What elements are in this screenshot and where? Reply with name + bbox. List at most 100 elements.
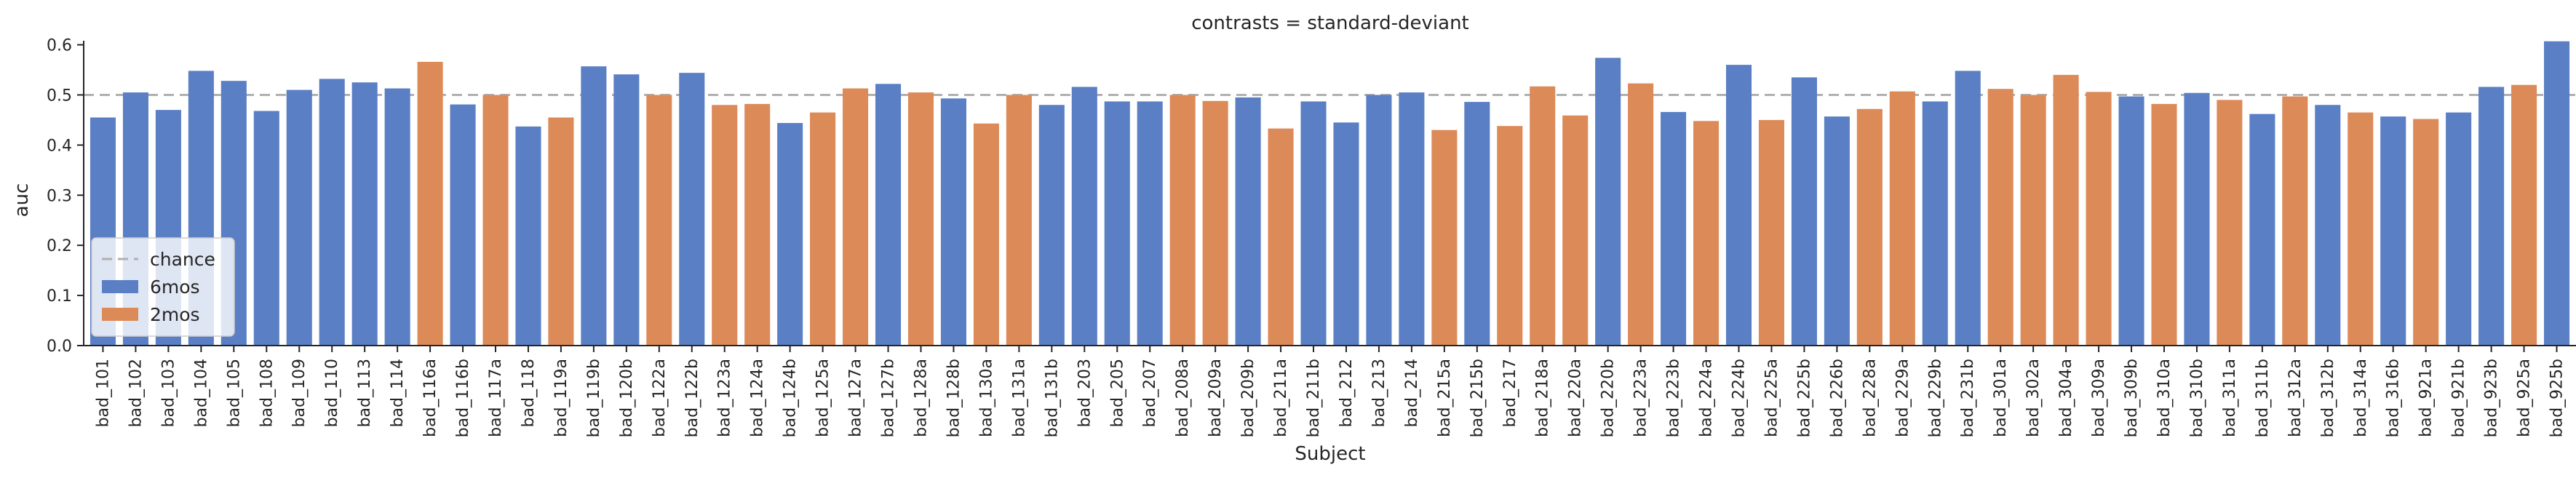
bar-bad_117a xyxy=(482,95,509,346)
y-tick-label: 0.2 xyxy=(47,237,72,255)
x-tick-label: bad_101 xyxy=(94,359,112,427)
x-tick-label: bad_301a xyxy=(1992,359,2010,437)
x-tick-label: bad_229b xyxy=(1926,359,1944,437)
bar-bad_122b xyxy=(679,73,705,346)
bar-bad_131a xyxy=(1006,95,1032,346)
x-tick-label: bad_224b xyxy=(1730,359,1749,437)
x-tick-label: bad_124a xyxy=(749,359,767,437)
bar-bad_217 xyxy=(1497,126,1523,346)
bar-bad_214 xyxy=(1399,92,1425,346)
bar-bad_220b xyxy=(1595,57,1621,346)
x-tick-label: bad_122a xyxy=(651,359,669,437)
x-tick-label: bad_104 xyxy=(192,359,210,427)
x-tick-label: bad_127a xyxy=(847,359,865,437)
bar-bad_116b xyxy=(450,104,476,346)
x-tick-label: bad_103 xyxy=(159,359,178,427)
bar-bad_116a xyxy=(417,61,443,346)
x-tick-label: bad_231b xyxy=(1959,359,1977,437)
x-tick-label: bad_117a xyxy=(487,359,505,437)
bar-bad_312a xyxy=(2282,96,2308,346)
bar-bad_114 xyxy=(384,88,410,346)
y-tick-label: 0.3 xyxy=(47,187,72,205)
x-tick-label: bad_128b xyxy=(945,359,963,437)
x-tick-label: bad_212 xyxy=(1337,359,1356,427)
bar-bad_223b xyxy=(1661,111,1687,346)
x-tick-label: bad_304a xyxy=(2057,359,2075,437)
x-tick-label: bad_311b xyxy=(2254,359,2272,437)
bar-bad_223a xyxy=(1628,83,1654,346)
x-tick-label: bad_131a xyxy=(1010,359,1028,437)
bar-bad_312b xyxy=(2315,105,2341,346)
x-tick-label: bad_131b xyxy=(1043,359,1061,437)
x-tick-label: bad_209b xyxy=(1239,359,1257,437)
x-tick-label: bad_209a xyxy=(1206,359,1225,437)
legend-label-2mos: 2mos xyxy=(150,304,200,325)
y-tick-label: 0.1 xyxy=(47,287,72,306)
bar-bad_122a xyxy=(646,95,672,346)
x-tick-label: bad_310a xyxy=(2155,359,2174,437)
bar-bad_921a xyxy=(2413,119,2439,346)
x-tick-label: bad_119a xyxy=(552,359,571,437)
bar-bad_921b xyxy=(2446,112,2472,346)
bar-bad_211b xyxy=(1300,101,1327,346)
x-tick-label: bad_215a xyxy=(1436,359,1454,437)
x-tick-label: bad_114 xyxy=(389,359,407,427)
bar-bad_203 xyxy=(1071,87,1097,346)
x-tick-label: bad_217 xyxy=(1501,359,1519,427)
bar-bad_310a xyxy=(2151,103,2177,346)
bar-bad_213 xyxy=(1366,95,1392,346)
x-tick-label: bad_223b xyxy=(1665,359,1683,437)
x-tick-label: bad_125a xyxy=(814,359,832,437)
bar-bad_119b xyxy=(581,66,607,346)
bar-bad_215a xyxy=(1431,130,1458,346)
legend-swatch-6mos xyxy=(102,280,138,293)
x-tick-label: bad_120b xyxy=(618,359,636,437)
bar-bad_113 xyxy=(351,82,378,346)
bar-bad_127a xyxy=(843,88,869,346)
y-ticks: 0.0 0.1 0.2 0.3 0.4 0.5 0.6 xyxy=(47,37,84,356)
x-tick-label: bad_124b xyxy=(782,359,800,437)
bar-bad_109 xyxy=(286,89,312,346)
x-tick-label: bad_310b xyxy=(2188,359,2206,437)
bar-bad_118 xyxy=(515,126,541,346)
bar-bad_302a xyxy=(2020,95,2046,346)
x-tick-label: bad_108 xyxy=(258,359,276,427)
x-tick-label: bad_128a xyxy=(912,359,930,437)
bar-bad_130a xyxy=(973,123,999,346)
x-tick-label: bad_218a xyxy=(1534,359,1552,437)
x-tick-label: bad_110 xyxy=(323,359,341,427)
x-tick-label: bad_208a xyxy=(1174,359,1192,437)
x-tick-label: bad_312a xyxy=(2286,359,2305,437)
bar-bad_309b xyxy=(2118,96,2144,346)
x-tick-label: bad_214 xyxy=(1403,359,1421,427)
x-tick-label: bad_225a xyxy=(1762,359,1781,437)
bar-bad_212 xyxy=(1333,122,1359,346)
x-tick-label: bad_123a xyxy=(716,359,734,437)
legend-swatch-2mos xyxy=(102,308,138,321)
legend-label-chance: chance xyxy=(150,249,215,270)
x-tick-label: bad_118 xyxy=(520,359,538,427)
bar-bad_123a xyxy=(712,105,738,346)
y-tick-label: 0.0 xyxy=(47,338,72,356)
bar-bad_304a xyxy=(2053,74,2079,346)
x-tick-label: bad_105 xyxy=(225,359,243,427)
x-tick-label: bad_207 xyxy=(1141,359,1159,427)
bar-bad_220a xyxy=(1562,115,1589,346)
bar-bad_128b xyxy=(940,98,966,346)
x-tick-label: bad_921a xyxy=(2417,359,2436,437)
x-tick-label: bad_205 xyxy=(1108,359,1126,427)
bar-bad_310b xyxy=(2184,92,2210,346)
x-tick-label: bad_312b xyxy=(2319,359,2337,437)
x-tick-label: bad_224a xyxy=(1698,359,1716,437)
x-tick-label: bad_215b xyxy=(1468,359,1487,437)
bar-bad_127b xyxy=(875,84,902,346)
x-tick-label: bad_229a xyxy=(1893,359,1912,437)
x-tick-label: bad_211b xyxy=(1305,359,1323,437)
bar-bad_923b xyxy=(2478,87,2505,346)
bar-bad_125a xyxy=(810,112,836,346)
y-tick-label: 0.5 xyxy=(47,87,72,105)
x-axis-label: Subject xyxy=(1295,443,1365,465)
x-tick-label: bad_225b xyxy=(1795,359,1813,437)
x-tick-label: bad_213 xyxy=(1370,359,1388,427)
x-tick-label: bad_211a xyxy=(1272,359,1290,437)
